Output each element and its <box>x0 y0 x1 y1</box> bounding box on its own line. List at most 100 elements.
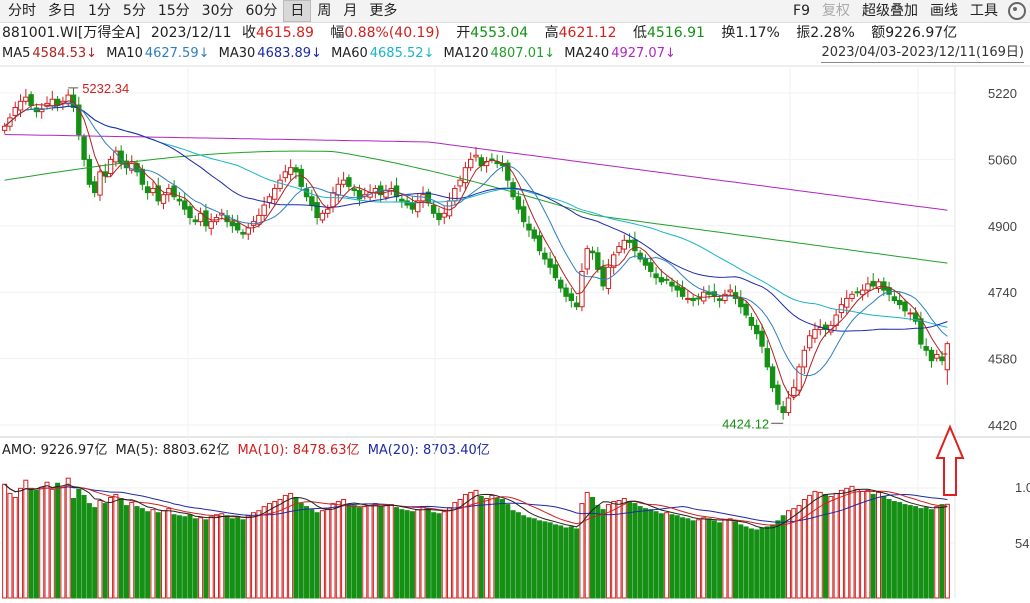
candle-body <box>722 293 728 301</box>
volume-bar <box>928 509 934 599</box>
price-tick-label: 4420 <box>988 418 1017 433</box>
volume-bar <box>415 509 421 599</box>
f9-button[interactable]: F9 <box>793 3 810 19</box>
volume-bar <box>796 505 802 599</box>
candle-body <box>23 96 29 102</box>
candle-body <box>907 312 913 315</box>
volume-bar <box>632 503 638 599</box>
period-tab-6[interactable]: 60分 <box>245 3 278 19</box>
candle-body <box>134 163 140 173</box>
candle-body <box>319 212 326 221</box>
candle-body <box>404 200 410 206</box>
period-tab-1[interactable]: 多日 <box>48 3 76 19</box>
candle-body <box>388 187 394 192</box>
period-tab-3[interactable]: 5分 <box>122 3 146 19</box>
candle-body <box>303 188 310 198</box>
period-tab-0[interactable]: 分时 <box>8 3 36 19</box>
candle-body <box>335 183 342 196</box>
amo-value: AMO: 9226.97亿 <box>2 443 108 458</box>
volume-bar <box>918 508 924 599</box>
volume-bar <box>108 496 114 599</box>
candle-body <box>584 248 590 270</box>
candle-body <box>605 266 612 289</box>
candle-body <box>113 150 119 163</box>
candle-body <box>81 136 87 160</box>
close-value: 4615.89 <box>255 25 314 41</box>
candle-body <box>716 298 723 301</box>
period-tab-7[interactable]: 日 <box>283 0 312 22</box>
candle-body <box>870 280 876 287</box>
period-tab-2[interactable]: 1分 <box>88 3 111 19</box>
adjust-button[interactable]: 复权 <box>822 3 850 19</box>
super-overlay-button[interactable]: 超级叠加 <box>862 3 918 19</box>
candle-body <box>452 187 458 202</box>
volume-bar <box>685 518 691 599</box>
volume-bar <box>18 487 24 599</box>
candle-body <box>76 104 82 136</box>
turnover-label: 换 <box>721 25 736 41</box>
volume-bar <box>468 491 474 599</box>
candle-body <box>759 330 765 347</box>
gear-icon[interactable] <box>1008 2 1026 20</box>
period-tab-5[interactable]: 30分 <box>201 3 234 19</box>
volume-bar <box>743 526 749 599</box>
volume-bar <box>351 505 357 599</box>
volume-bar <box>934 506 940 599</box>
volume-bar <box>653 511 659 599</box>
candle-body <box>203 210 209 227</box>
ma60-label: MA60 <box>331 46 368 61</box>
candle-body <box>107 158 114 175</box>
period-tab-10[interactable]: 更多 <box>369 3 398 19</box>
amount-value: 9226.97亿 <box>885 25 958 41</box>
candle-body <box>701 291 707 302</box>
volume-bar <box>139 508 145 599</box>
amount-group: 额9226.97亿 <box>871 25 963 41</box>
volume-bar <box>245 515 251 599</box>
volume-bar <box>176 515 182 599</box>
volume-bar <box>494 497 500 599</box>
volume-bar <box>849 485 855 599</box>
period-tab-4[interactable]: 15分 <box>157 3 190 19</box>
high-group: 高4621.12 <box>545 25 623 41</box>
candle-body <box>822 324 829 331</box>
volume-bar <box>690 520 696 599</box>
candle-body <box>362 194 368 197</box>
candle-body <box>780 406 786 414</box>
candle-body <box>648 262 654 272</box>
candle-body <box>663 278 670 281</box>
candle-body <box>129 163 135 171</box>
volume-bar <box>356 507 362 599</box>
ma240-line <box>4 134 948 211</box>
volume-bar <box>489 494 495 599</box>
volume-bar <box>441 511 447 599</box>
candle-body <box>393 185 400 198</box>
tools-button[interactable]: 工具 <box>970 3 998 19</box>
candle-body <box>409 202 416 210</box>
volume-bar <box>362 506 368 599</box>
turnover-value: 1.17% <box>735 25 780 41</box>
amo-legend: AMO: 9226.97亿 MA(5): 8803.62亿 MA(10): 84… <box>2 441 494 461</box>
candle-body <box>526 223 532 231</box>
draw-line-button[interactable]: 画线 <box>930 3 958 19</box>
date-range[interactable]: 2023/04/03-2023/12/11(169日) <box>821 44 1024 63</box>
volume-bar <box>785 510 791 599</box>
volume-bar <box>277 499 283 599</box>
candle-body <box>632 239 638 252</box>
volume-bar <box>420 506 426 599</box>
volume-bar <box>838 489 844 599</box>
volume-bar <box>436 513 442 599</box>
volume-bar <box>113 493 119 599</box>
volume-bar <box>23 479 29 599</box>
volume-bar <box>298 503 304 599</box>
period-tab-8[interactable]: 周 <box>317 3 332 19</box>
volume-bar <box>86 503 92 599</box>
amo-ma20-line <box>4 483 948 523</box>
ma30-label: MA30 <box>218 46 256 61</box>
candle-body <box>499 163 506 167</box>
period-tab-9[interactable]: 月 <box>343 3 358 19</box>
candle-body <box>171 185 177 198</box>
candle-body <box>187 206 193 219</box>
candle-body <box>473 154 479 158</box>
candle-body <box>791 387 797 397</box>
